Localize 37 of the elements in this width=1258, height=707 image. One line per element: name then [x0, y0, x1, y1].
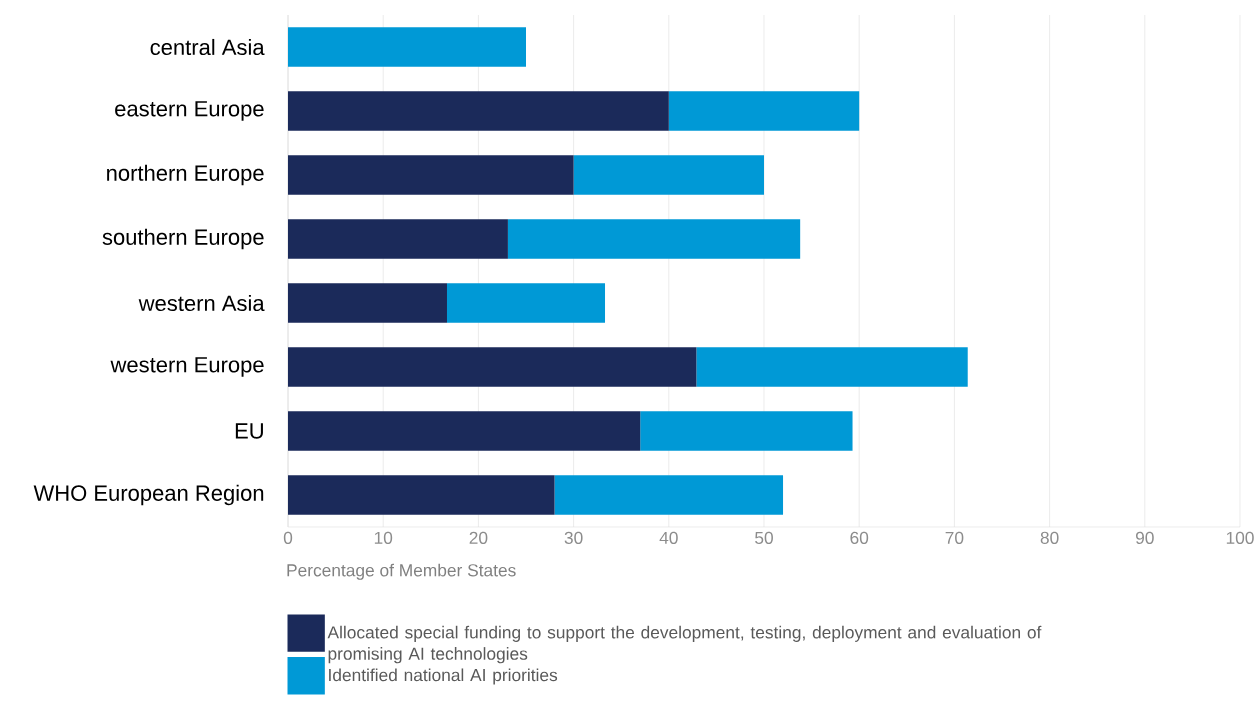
x-tick-label: 100 — [1226, 531, 1254, 544]
bar — [288, 27, 526, 67]
x-tick-label: 60 — [850, 531, 869, 544]
bar — [288, 219, 508, 259]
y-tick-label: western Europe — [110, 357, 264, 377]
bar — [507, 219, 801, 259]
x-tick-label: 30 — [564, 531, 583, 544]
y-tick-label: eastern Europe — [115, 101, 264, 121]
bar — [696, 347, 968, 387]
x-tick-label: 70 — [945, 531, 964, 544]
x-tick-label: 40 — [659, 531, 678, 544]
bar — [288, 283, 447, 323]
y-tick-label: southern Europe — [102, 228, 264, 250]
x-axis-title: Percentage of Member States — [287, 563, 516, 580]
x-tick-label: 80 — [1040, 531, 1059, 544]
y-tick-label: WHO European Region — [33, 484, 264, 506]
bar — [288, 91, 669, 131]
x-tick-label: 90 — [1135, 531, 1154, 544]
y-tick-label: central Asia — [150, 38, 265, 56]
bar — [446, 283, 606, 323]
x-tick-label: 50 — [755, 531, 773, 544]
x-tick-label: 10 — [374, 531, 393, 544]
y-tick-label: northern Europe — [107, 164, 264, 186]
bar — [668, 91, 860, 131]
bar — [288, 347, 697, 387]
y-tick-label: western Asia — [138, 294, 265, 312]
x-tick-label: 20 — [469, 531, 488, 544]
bar — [573, 155, 764, 195]
bar — [288, 475, 555, 515]
bar — [288, 411, 641, 451]
legend-label: Identified national AI priorities — [329, 668, 558, 685]
legend-label: Allocated special funding to support the development, testing, deployment and evaluation of promising AI technologies — [327, 625, 1042, 664]
y-tick-label: EU — [235, 423, 263, 439]
x-tick-label: 0 — [283, 531, 293, 544]
bar — [640, 411, 853, 451]
bar — [288, 155, 574, 195]
bar — [554, 475, 784, 515]
